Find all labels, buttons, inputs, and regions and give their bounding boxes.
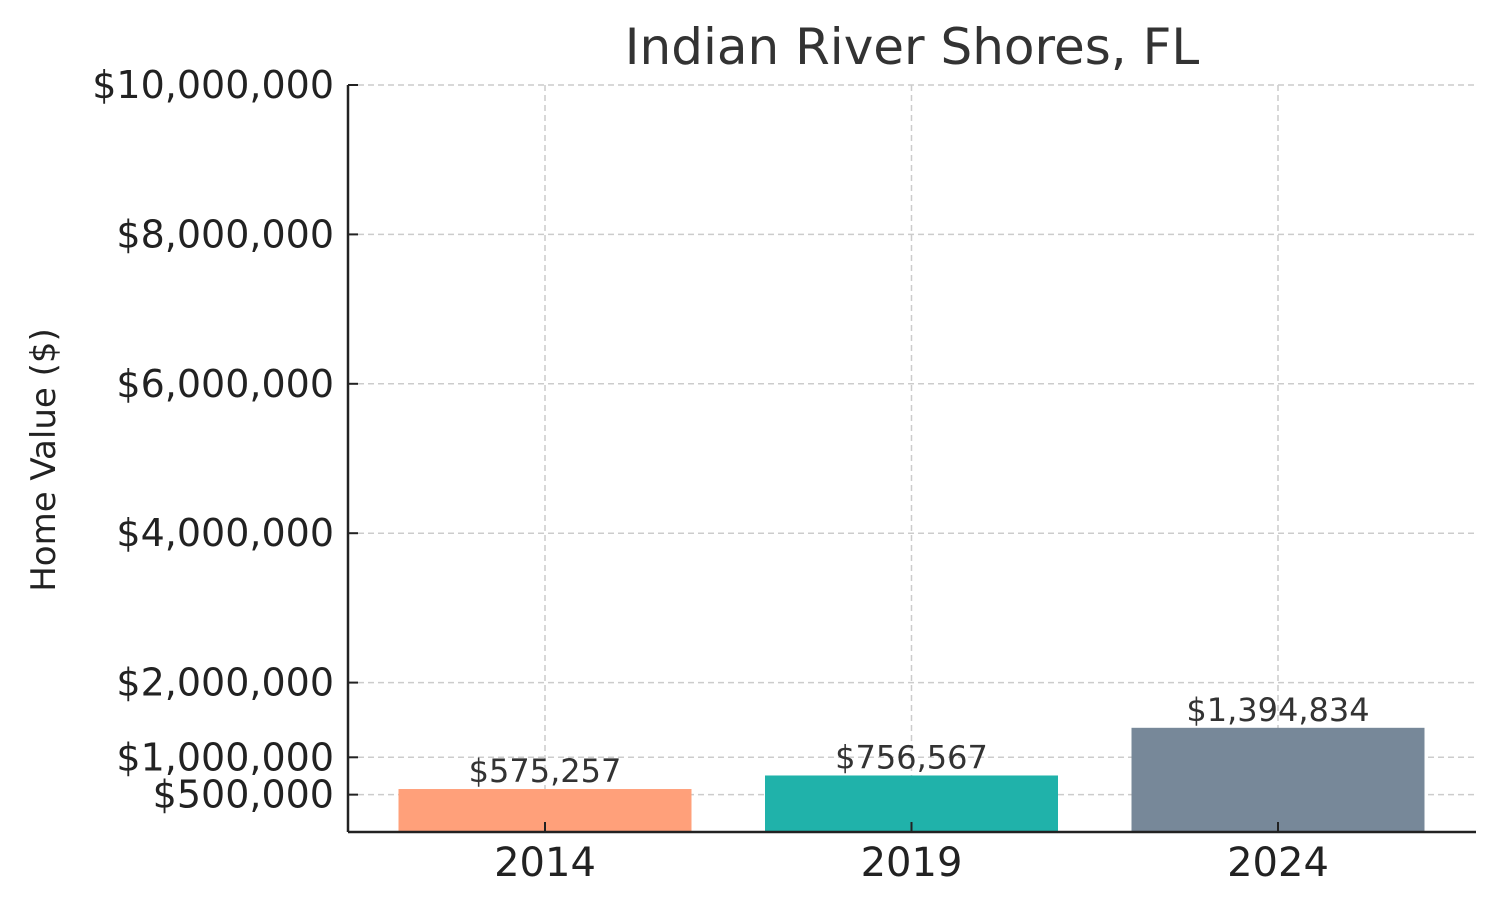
y-tick-label: $8,000,000 <box>116 212 334 256</box>
x-tick-label: 2024 <box>1227 840 1329 886</box>
data-label: $1,394,834 <box>1186 691 1369 729</box>
y-tick-label: $2,000,000 <box>116 661 334 705</box>
x-tick-label: 2019 <box>861 840 963 886</box>
y-tick-label: $10,000,000 <box>92 63 334 107</box>
y-tick-label: $1,000,000 <box>116 735 334 779</box>
y-axis-label: Home Value ($) <box>24 328 64 592</box>
data-label: $575,257 <box>469 752 622 790</box>
y-tick-label: $500,000 <box>153 773 334 817</box>
data-label: $756,567 <box>835 738 988 776</box>
x-tick-label: 2014 <box>494 840 596 886</box>
bar-2024 <box>1131 727 1425 832</box>
y-tick-label: $6,000,000 <box>116 362 334 406</box>
y-tick-label: $4,000,000 <box>116 511 334 555</box>
chart-title: Indian River Shores, FL <box>625 18 1200 76</box>
labels: $500,000$1,000,000 $2,000,000 $4,000,000 $6… <box>92 63 1369 886</box>
axes <box>346 84 1476 834</box>
